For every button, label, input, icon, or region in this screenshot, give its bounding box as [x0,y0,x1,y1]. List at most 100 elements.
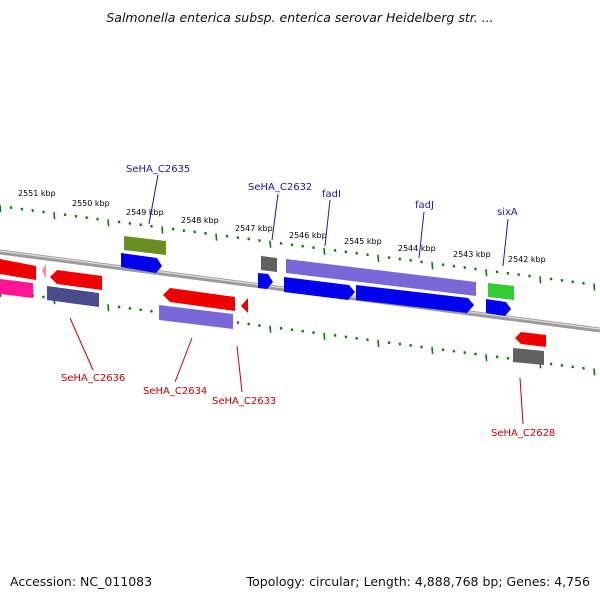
ruler-tick-upper [85,216,89,220]
feature-navy-c2636[interactable] [47,286,99,307]
ruler-tick-upper [96,217,99,221]
ruler-tick-upper [463,266,467,270]
ruler-tick-upper [593,283,596,291]
ruler-tick-lower [387,341,391,345]
ruler-tick-lower [290,328,294,332]
feature-cds-c2632[interactable] [258,273,273,289]
ruler-tick-upper [31,209,35,213]
ruler-tick-lower [452,349,456,353]
ruler-tick-upper [366,253,369,257]
ruler-tick-lower [247,322,251,326]
ruler-tick-lower [431,346,434,355]
ruler-tick-upper [107,219,110,227]
ruler-tick-lower [269,325,272,333]
ruler-tick-lower [560,363,564,367]
ruler-tick-lower [139,308,143,312]
feature-green-sixa[interactable] [488,283,514,300]
ruler-tick-upper [312,246,315,250]
feature-red-c2634[interactable] [163,288,235,311]
gene-label-c2633[interactable]: SeHA_C2633 [212,396,276,407]
forward-labels [148,174,509,267]
feature-cds-fadi[interactable] [284,277,355,300]
ruler-tick-upper [20,207,24,211]
ruler-tick-upper [258,238,261,242]
feature-cds-fadj[interactable] [356,285,474,313]
feature-red-c2636[interactable] [50,270,102,290]
leader-line [236,345,243,393]
feature-olive-c2635[interactable] [124,236,166,255]
ruler-tick-upper [355,251,359,255]
gene-label-sixa[interactable]: sixA [497,207,518,218]
feature-gene-fadi[interactable] [286,259,360,282]
ruler-tick-upper [161,226,164,234]
scale-label: 2547 kbp [235,224,273,233]
map-title: Salmonella enterica subsp. enterica sero… [106,10,494,25]
gene-label-c2634[interactable]: SeHA_C2634 [143,386,207,397]
ruler-tick-upper [290,243,294,247]
ruler-tick-upper [539,276,542,284]
ruler-tick-lower [344,335,348,339]
ruler-tick-lower [506,356,510,360]
ruler-tick-upper [420,260,423,264]
ruler-tick-lower [409,343,413,347]
ruler-tick-upper [63,213,67,217]
feature-gene-fadj[interactable] [360,268,476,296]
feature-red-left-1[interactable] [0,259,36,280]
ruler-tick-upper [128,221,132,225]
leader-line [174,337,193,383]
ruler-tick-upper [117,220,121,224]
feature-small-pink-c2636[interactable] [42,264,46,279]
gene-label-fadi[interactable]: fadI [322,189,341,200]
ruler-tick-lower [107,304,110,312]
accession-text: Accession: NC_011083 [10,574,153,589]
ruler-tick-lower [333,333,337,337]
topology-summary: Topology: circular; Length: 4,888,768 bp… [246,574,590,589]
feature-gene-c2634[interactable] [159,305,233,329]
leader-line [418,211,425,259]
ruler-tick-upper [225,234,229,238]
ruler-tick-lower [420,345,423,349]
scale-label: 2550 kbp [72,199,110,208]
ruler-tick-lower [150,309,153,313]
ruler-tick-upper [344,250,348,254]
ruler-tick-lower [441,348,445,352]
ruler-tick-upper [517,273,521,277]
gene-label-fadj[interactable]: fadJ [415,200,434,211]
reverse-label-texts: SeHA_C2636 SeHA_C2634 SeHA_C2633 SeHA_C2… [61,373,555,439]
scale-label: 2551 kbp [18,189,56,198]
ruler-tick-lower [312,331,315,335]
feature-pink-left[interactable] [0,279,33,298]
ruler-tick-lower [366,338,369,342]
ruler-tick-lower [593,368,596,376]
gene-label-c2636[interactable]: SeHA_C2636 [61,373,125,384]
ruler-tick-lower [463,351,467,355]
leader-line [148,174,159,225]
leader-line [519,377,524,425]
ruler-tick-lower [485,354,488,362]
leader-line [271,193,279,241]
feature-pseudo-c2628[interactable] [513,348,544,365]
ruler-tick-lower [377,339,380,347]
feature-red-c2628[interactable] [515,332,546,347]
gene-label-c2635[interactable]: SeHA_C2635 [126,164,190,175]
feature-cds-sixa[interactable] [486,299,511,316]
ruler-tick-lower [258,323,261,327]
scale-label: 2544 kbp [398,244,436,253]
feature-red-c2633[interactable] [241,298,248,313]
feature-cds-c2635[interactable] [121,253,162,273]
ruler-tick-upper [560,278,564,282]
ruler-tick-upper [582,281,585,285]
ruler-tick-lower [355,336,359,340]
ruler-tick-lower [236,321,240,325]
gene-label-c2632[interactable]: SeHA_C2632 [248,182,312,193]
ruler-tick-lower [42,295,45,299]
ruler-tick-upper [279,241,283,245]
reverse-labels [69,317,524,425]
ruler-tick-upper [409,258,413,262]
gene-label-c2628[interactable]: SeHA_C2628 [491,428,555,439]
ruler-tick-upper [182,228,186,232]
feature-pseudo-c2632[interactable] [261,256,277,272]
ruler-tick-upper [495,270,499,274]
ruler-tick-upper [485,269,488,277]
